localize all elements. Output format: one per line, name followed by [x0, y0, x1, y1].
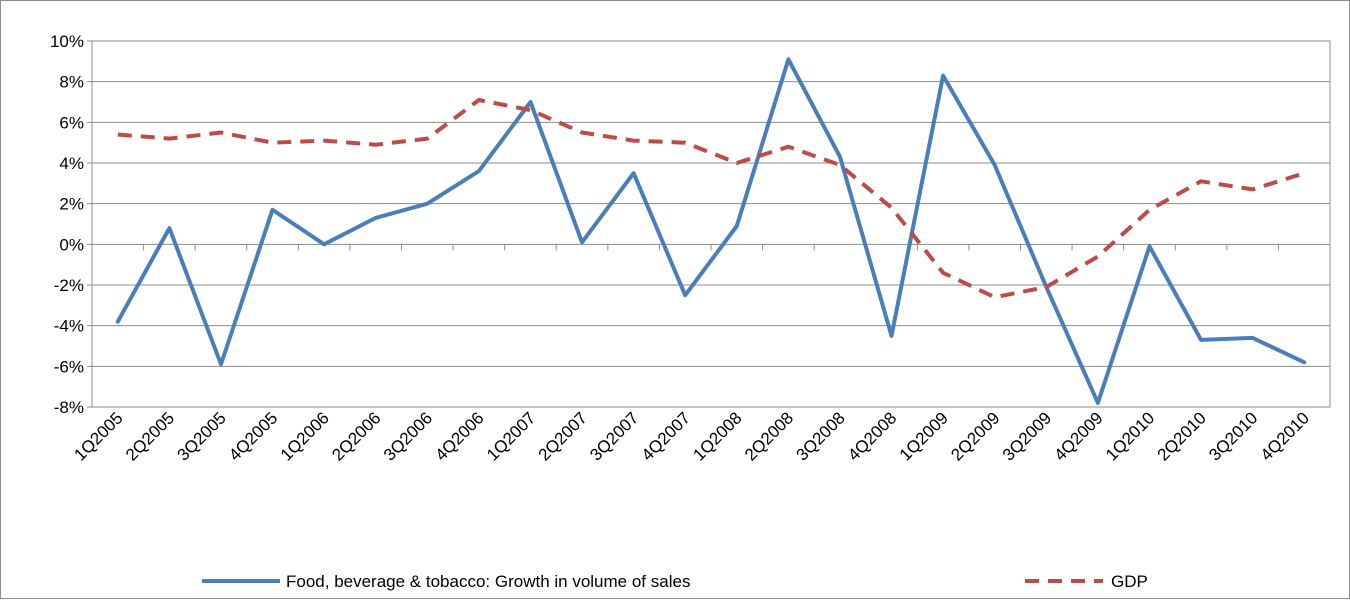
y-tick-label: 8%: [59, 73, 84, 92]
x-tick-label: 2Q2008: [741, 408, 797, 464]
x-tick-label: 4Q2010: [1257, 408, 1313, 464]
x-tick-label: 2Q2006: [328, 408, 384, 464]
y-tick-label: -2%: [54, 276, 84, 295]
legend-label-0: Food, beverage & tobacco: Growth in volu…: [286, 572, 690, 591]
legend: Food, beverage & tobacco: Growth in volu…: [202, 572, 1148, 591]
series-line-1: [117, 98, 1305, 300]
y-tick-label: 0%: [59, 235, 84, 254]
series-line-0: [115, 57, 1307, 405]
gridlines: [92, 40, 1330, 408]
y-tick-label: 10%: [50, 32, 84, 51]
x-tick-label: 2Q2010: [1154, 408, 1210, 464]
legend-label-1: GDP: [1111, 572, 1148, 591]
x-tick-label: 4Q2008: [844, 408, 900, 464]
x-tick-label: 3Q2005: [174, 408, 230, 464]
x-tick-label: 2Q2005: [122, 408, 178, 464]
y-tick-labels: -8% -6% -4% -2% 0% 2% 4% 6% 8% 10%: [50, 32, 84, 417]
x-tick-label: 3Q2008: [793, 408, 849, 464]
axes: [87, 40, 1331, 408]
x-tick-label: 2Q2009: [947, 408, 1003, 464]
y-tick-label: -6%: [54, 357, 84, 376]
x-tick-label: 3Q2010: [1205, 408, 1261, 464]
series-lines: [115, 57, 1307, 405]
y-tick-label: -8%: [54, 398, 84, 417]
y-tick-label: 4%: [59, 154, 84, 173]
x-tick-label: 1Q2007: [483, 408, 539, 464]
x-tick-label: 1Q2009: [896, 408, 952, 464]
y-tick-label: 6%: [59, 113, 84, 132]
y-tick-label: 2%: [59, 195, 84, 214]
x-tick-label: 2Q2007: [535, 408, 591, 464]
x-tick-labels: 1Q20052Q20053Q20054Q20051Q20062Q20063Q20…: [70, 408, 1313, 464]
x-tick-label: 4Q2005: [225, 408, 281, 464]
x-tick-label: 4Q2006: [431, 408, 487, 464]
x-tick-label: 3Q2009: [999, 408, 1055, 464]
y-tick-label: -4%: [54, 317, 84, 336]
x-tick-label: 1Q2006: [277, 408, 333, 464]
x-tick-label: 4Q2007: [638, 408, 694, 464]
x-tick-label: 4Q2009: [1050, 408, 1106, 464]
x-tick-label: 1Q2010: [1102, 408, 1158, 464]
x-tick-label: 1Q2008: [689, 408, 745, 464]
x-tick-label: 3Q2006: [380, 408, 436, 464]
x-tick-label: 3Q2007: [586, 408, 642, 464]
